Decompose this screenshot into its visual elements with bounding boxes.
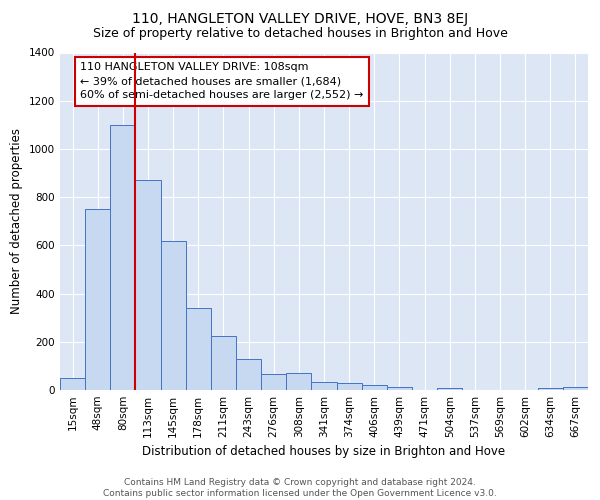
Bar <box>161 240 186 390</box>
Bar <box>211 336 236 390</box>
Bar <box>311 382 337 390</box>
Bar <box>85 209 110 390</box>
Bar <box>387 387 412 390</box>
Bar <box>261 374 286 390</box>
Bar <box>60 378 85 390</box>
Text: 110 HANGLETON VALLEY DRIVE: 108sqm
← 39% of detached houses are smaller (1,684)
: 110 HANGLETON VALLEY DRIVE: 108sqm ← 39%… <box>80 62 364 100</box>
Text: 110, HANGLETON VALLEY DRIVE, HOVE, BN3 8EJ: 110, HANGLETON VALLEY DRIVE, HOVE, BN3 8… <box>132 12 468 26</box>
Bar <box>337 383 362 390</box>
X-axis label: Distribution of detached houses by size in Brighton and Hove: Distribution of detached houses by size … <box>142 446 506 458</box>
Bar <box>563 387 588 390</box>
Bar <box>286 373 311 390</box>
Bar <box>437 388 462 390</box>
Bar <box>538 388 563 390</box>
Bar <box>236 358 261 390</box>
Bar <box>362 384 387 390</box>
Bar <box>186 308 211 390</box>
Text: Contains HM Land Registry data © Crown copyright and database right 2024.
Contai: Contains HM Land Registry data © Crown c… <box>103 478 497 498</box>
Text: Size of property relative to detached houses in Brighton and Hove: Size of property relative to detached ho… <box>92 28 508 40</box>
Bar <box>136 180 161 390</box>
Y-axis label: Number of detached properties: Number of detached properties <box>10 128 23 314</box>
Bar <box>110 125 136 390</box>
